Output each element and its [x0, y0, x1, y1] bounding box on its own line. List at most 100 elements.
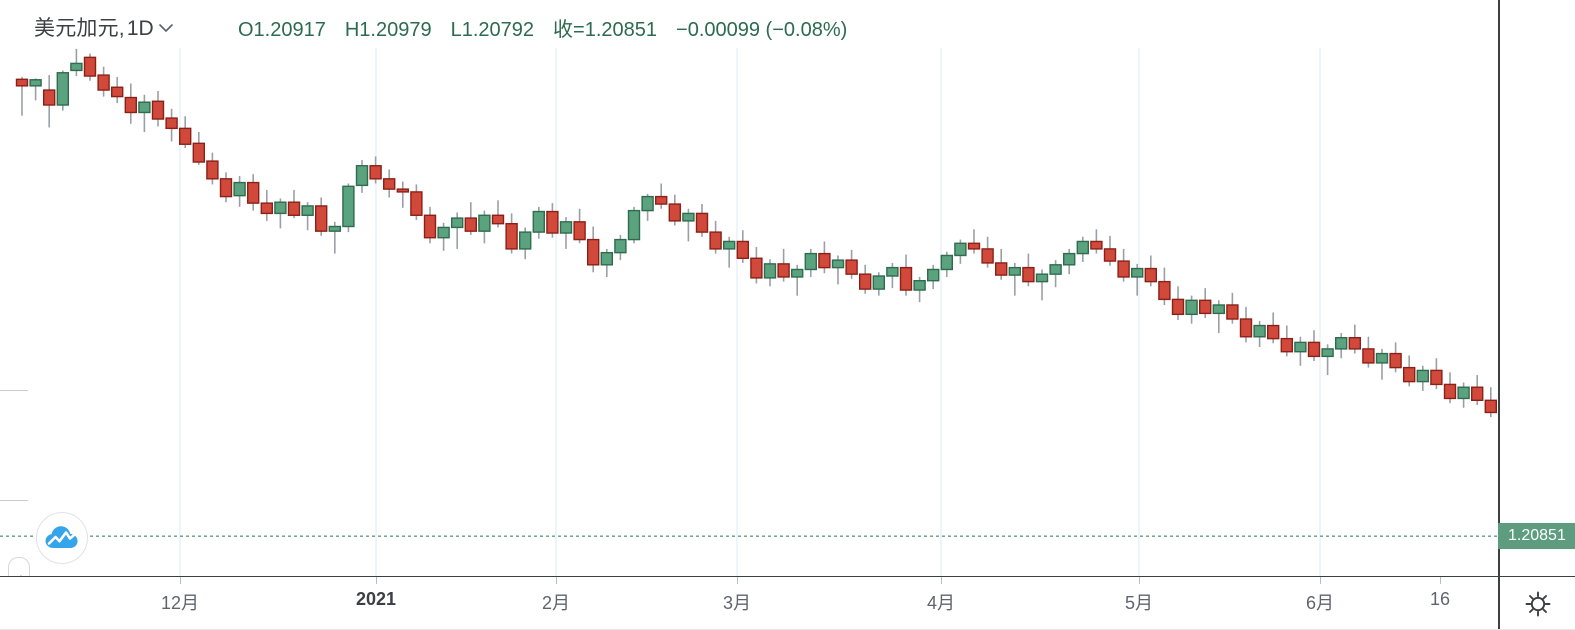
- candle: [301, 202, 314, 231]
- candle-body: [491, 214, 505, 225]
- candle-body: [478, 214, 491, 232]
- candle: [274, 198, 287, 229]
- candle: [1130, 263, 1144, 296]
- candle: [1171, 286, 1185, 320]
- chart-plot-area[interactable]: [0, 48, 1499, 576]
- candle: [1375, 348, 1389, 380]
- candle-body: [913, 279, 926, 291]
- candle: [981, 236, 994, 268]
- candle-body: [151, 100, 165, 120]
- time-axis-label: 16: [1429, 589, 1451, 609]
- candle: [206, 152, 219, 185]
- candle-body: [1103, 248, 1117, 262]
- candle: [1307, 330, 1321, 362]
- candle: [437, 222, 450, 251]
- candle-body: [723, 240, 736, 250]
- candle-body: [1362, 348, 1375, 364]
- candle: [940, 251, 953, 277]
- candle-body: [1470, 386, 1484, 402]
- chevron-down-icon[interactable]: [158, 20, 173, 38]
- cloud-chart-logo-icon: [36, 512, 88, 564]
- candle-body: [573, 221, 586, 241]
- candle-body: [1212, 304, 1226, 315]
- candle-body: [246, 181, 260, 204]
- candle: [1266, 312, 1280, 344]
- change-value: −0.00099 (−0.08%): [676, 19, 848, 41]
- open-value: O1.20917: [238, 19, 326, 41]
- candle: [83, 53, 97, 81]
- candle: [451, 212, 464, 249]
- candle: [1294, 336, 1307, 366]
- candle-body: [1130, 267, 1144, 278]
- high-value: H1.20979: [344, 19, 432, 41]
- candle-body: [668, 203, 681, 222]
- ohlc-values: O1.20917 H1.20979 L1.20792 收=1.20851 −0.…: [238, 13, 847, 42]
- candle: [1239, 306, 1253, 343]
- price-axis[interactable]: 1.20851: [1498, 0, 1575, 576]
- candle: [192, 132, 206, 165]
- candle: [927, 264, 940, 290]
- candle-body: [899, 266, 913, 291]
- candle-body: [927, 268, 940, 282]
- candle: [804, 248, 817, 277]
- candle: [1198, 288, 1212, 319]
- candle: [1457, 382, 1470, 408]
- candle: [1402, 355, 1416, 387]
- time-axis-label: 2月: [541, 593, 571, 613]
- candle: [491, 200, 505, 228]
- candle: [1362, 336, 1375, 368]
- symbol-selector[interactable]: 美元加元, 1D: [34, 12, 173, 42]
- candle-body: [437, 226, 450, 239]
- candle-body: [709, 231, 722, 250]
- time-axis[interactable]: 12月 2021 2月 3月 4月 5月 6月 16: [0, 576, 1575, 630]
- time-tick-mark: [737, 577, 738, 584]
- candle-body: [83, 56, 97, 77]
- candle: [627, 206, 641, 244]
- interval-label: 1D: [126, 17, 154, 40]
- candle-body: [192, 142, 206, 163]
- candle: [1185, 295, 1198, 324]
- candle: [872, 272, 885, 296]
- candle: [1348, 324, 1362, 354]
- candle: [1103, 235, 1117, 266]
- candle: [682, 208, 695, 242]
- candle: [383, 169, 396, 198]
- gear-icon[interactable]: [1522, 588, 1554, 620]
- candle: [124, 83, 138, 124]
- candle-body: [1185, 299, 1198, 316]
- candle-body: [600, 251, 613, 266]
- candle: [655, 183, 668, 209]
- candle: [29, 78, 42, 101]
- candle-body: [56, 72, 69, 106]
- candle-body: [777, 263, 790, 278]
- candle-body: [110, 86, 124, 98]
- candle: [1049, 260, 1062, 288]
- candle: [723, 236, 736, 268]
- candle: [355, 160, 369, 193]
- candle: [1090, 229, 1103, 254]
- candle: [600, 248, 613, 277]
- low-value: L1.20792: [450, 19, 535, 41]
- candle: [315, 197, 328, 236]
- candle-body: [872, 275, 885, 290]
- candle-body: [1253, 324, 1266, 338]
- candle: [954, 239, 967, 264]
- candle: [750, 247, 763, 284]
- candle-body: [845, 259, 858, 275]
- candle-body: [1484, 399, 1498, 414]
- candle-body: [1416, 369, 1430, 383]
- candle: [845, 249, 858, 279]
- candle-body: [627, 209, 641, 241]
- candle: [342, 183, 355, 233]
- time-tick-mark: [180, 577, 181, 584]
- time-axis-label: 6月: [1305, 593, 1335, 613]
- candle: [138, 94, 151, 133]
- candle: [260, 190, 273, 221]
- candle: [1144, 255, 1158, 287]
- candle-body: [15, 78, 29, 87]
- candle: [886, 262, 899, 289]
- candle-body: [423, 214, 437, 239]
- candle-body: [1402, 366, 1416, 383]
- candlestick-series: [0, 48, 1499, 576]
